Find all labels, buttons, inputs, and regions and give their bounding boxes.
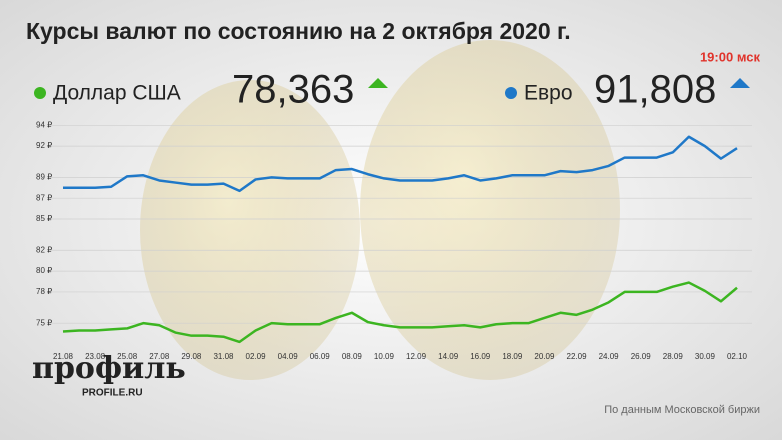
y-tick-label: 82 ₽	[36, 245, 52, 254]
subtitle: 19:00 мск	[700, 49, 761, 64]
x-tick-label: 27.08	[149, 352, 170, 361]
x-tick-label: 26.09	[631, 352, 652, 361]
line	[63, 135, 738, 193]
y-tick-label: 89 ₽	[36, 172, 52, 181]
x-tick-label: 29.08	[181, 352, 202, 361]
x-tick-label: 08.09	[342, 352, 363, 361]
legend-label: Евро	[524, 82, 573, 105]
x-tick-label: 25.08	[117, 352, 138, 361]
y-tick-label: 85 ₽	[36, 214, 52, 223]
y-tick-label: 87 ₽	[36, 193, 52, 202]
decor	[140, 80, 360, 380]
source: По данным Московской биржи	[604, 404, 760, 416]
chart-title: Курсы валют по состоянию на 2 октября 20…	[26, 18, 571, 44]
x-tick-label: 31.08	[213, 352, 234, 361]
y-tick-label: 80 ₽	[36, 266, 52, 275]
up-arrow	[730, 78, 750, 88]
current-value: 78,363	[232, 68, 354, 112]
up-arrow	[368, 78, 388, 88]
x-tick-label: 23.08	[85, 352, 106, 361]
x-tick-label: 02.09	[246, 352, 267, 361]
y-tick-label: 94 ₽	[36, 120, 52, 129]
decor	[360, 40, 620, 380]
x-tick-label: 12.09	[406, 352, 427, 361]
x-tick-label: 28.09	[663, 352, 684, 361]
x-tick-label: 21.08	[53, 352, 74, 361]
y-tick-label: 75 ₽	[36, 318, 52, 327]
line	[62, 281, 738, 344]
x-tick-label: 24.09	[599, 352, 620, 361]
x-tick-label: 02.10	[727, 352, 748, 361]
x-tick-label: 30.09	[695, 352, 716, 361]
x-tick-label: 14.09	[438, 352, 459, 361]
logo: профиль	[32, 351, 186, 386]
legend-marker	[34, 87, 46, 99]
y-tick-label: 78 ₽	[36, 287, 52, 296]
logo-url: PROFILE.RU	[82, 388, 143, 399]
legend-marker	[505, 87, 517, 99]
x-tick-label: 16.09	[470, 352, 491, 361]
current-value: 91,808	[594, 68, 716, 112]
y-tick-label: 92 ₽	[36, 141, 52, 150]
x-tick-label: 22.09	[567, 352, 588, 361]
x-tick-label: 20.09	[534, 352, 555, 361]
x-tick-label: 18.09	[502, 352, 523, 361]
x-tick-label: 06.09	[310, 352, 331, 361]
legend-label: Доллар США	[53, 82, 181, 105]
x-tick-label: 10.09	[374, 352, 395, 361]
x-tick-label: 04.09	[278, 352, 299, 361]
